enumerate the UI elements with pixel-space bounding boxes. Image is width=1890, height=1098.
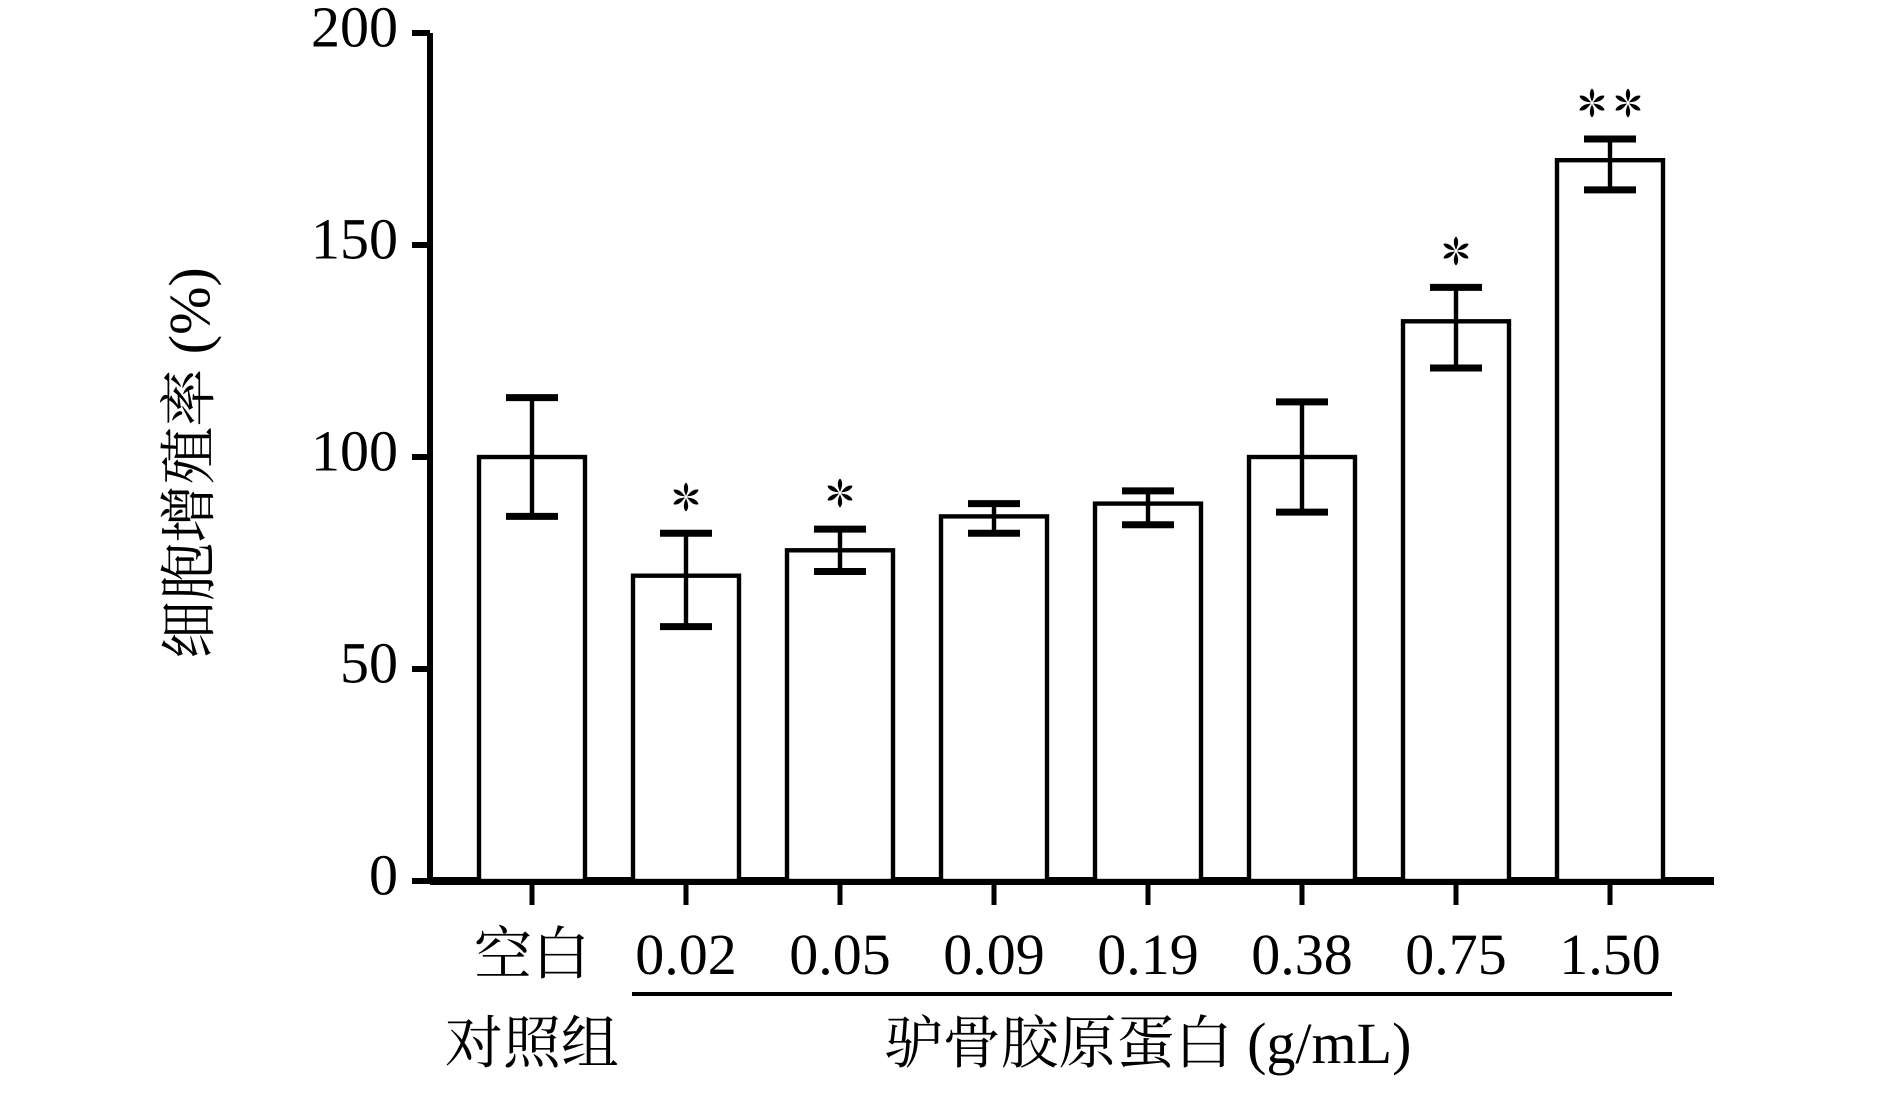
svg-text:驴骨胶原蛋白 (g/mL): 驴骨胶原蛋白 (g/mL): [885, 1011, 1412, 1076]
svg-text:空白: 空白: [474, 922, 590, 987]
svg-text:0: 0: [369, 842, 398, 907]
svg-text:0.38: 0.38: [1251, 922, 1353, 987]
svg-text:对照组: 对照组: [445, 1011, 619, 1076]
svg-text:0.02: 0.02: [635, 922, 737, 987]
svg-text:0.05: 0.05: [789, 922, 891, 987]
svg-text:0.75: 0.75: [1405, 922, 1507, 987]
svg-text:细胞增殖率 (%): 细胞增殖率 (%): [157, 267, 222, 658]
svg-text:1.50: 1.50: [1559, 922, 1661, 987]
svg-text:0.19: 0.19: [1097, 922, 1199, 987]
svg-text:0.09: 0.09: [943, 922, 1045, 987]
svg-text:200: 200: [311, 0, 398, 59]
svg-text:150: 150: [311, 206, 398, 271]
svg-text:50: 50: [340, 630, 398, 695]
svg-text:100: 100: [311, 418, 398, 483]
